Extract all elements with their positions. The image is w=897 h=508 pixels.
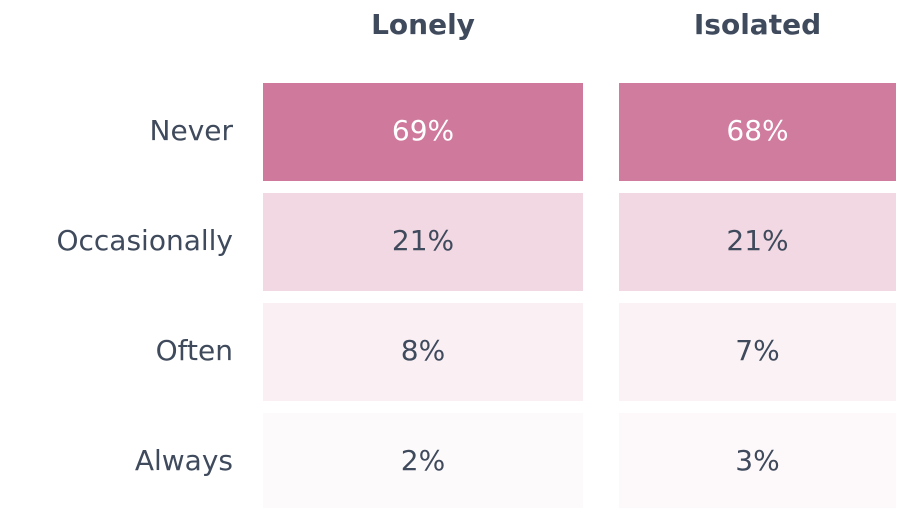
- cell-label: 8%: [401, 334, 445, 367]
- row-label: Often: [156, 334, 233, 367]
- column-header: Lonely: [371, 8, 475, 41]
- cell-label: 3%: [735, 444, 779, 477]
- cell: [263, 83, 583, 181]
- cell-label: 21%: [392, 224, 454, 257]
- cell: [619, 413, 896, 508]
- cell-label: 21%: [726, 224, 788, 257]
- cell-label: 69%: [392, 114, 454, 147]
- row-label: Occasionally: [56, 224, 233, 257]
- row-label: Never: [150, 114, 234, 147]
- cell-label: 2%: [401, 444, 445, 477]
- cell: [619, 83, 896, 181]
- cell: [263, 413, 583, 508]
- cell: [619, 193, 896, 291]
- cell-label: 7%: [735, 334, 779, 367]
- cell: [619, 303, 896, 401]
- cell: [263, 303, 583, 401]
- cell-label: 68%: [726, 114, 788, 147]
- row-label: Always: [135, 444, 233, 477]
- cell: [263, 193, 583, 291]
- column-header: Isolated: [694, 8, 821, 41]
